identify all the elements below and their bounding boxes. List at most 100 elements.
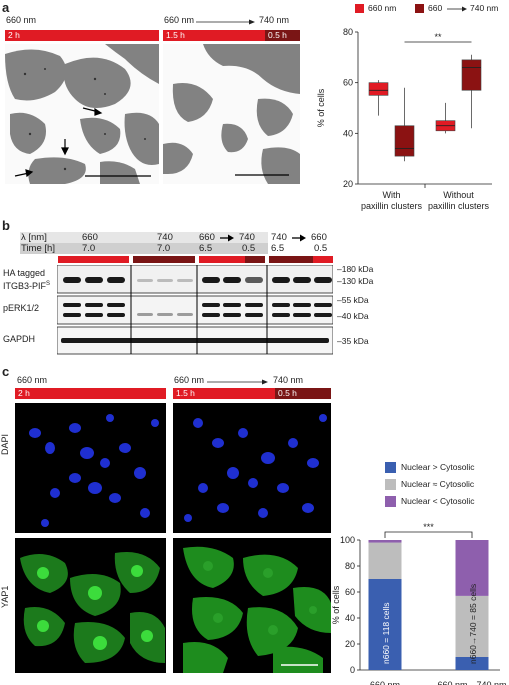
y-tick-label: 0	[350, 665, 355, 675]
panel-a-img2-title-left: 660 nm	[164, 15, 195, 25]
box	[461, 59, 482, 91]
stacked-bar-segment	[455, 595, 489, 657]
yap1-cells	[183, 546, 331, 673]
group2-lambda: 740	[157, 232, 173, 243]
y-axis-label: % of cells	[316, 88, 326, 127]
marker-130: –130 kDa	[337, 276, 374, 286]
condition-bar-660	[58, 256, 129, 263]
stacked-bar-segment	[368, 542, 402, 579]
group1-time: 7.0	[82, 243, 96, 254]
panel-b-label: b	[2, 218, 10, 233]
panel-a-img2-timebar-red: 1.5 h	[163, 30, 265, 41]
box	[394, 125, 415, 157]
group2-time: 7.0	[157, 243, 171, 254]
lambda-header: λ [nm]	[21, 232, 47, 243]
stacked-bar-segment	[455, 540, 489, 596]
itgb3-label: ITGB3-PIF	[3, 281, 47, 291]
legend-label-660-start: 660	[428, 3, 443, 13]
condition-bar-740	[133, 256, 195, 263]
group1-lambda: 660	[82, 232, 98, 243]
y-tick-label: 80	[343, 27, 353, 37]
y-tick-label: 20	[343, 179, 353, 189]
stacked-bar-segment	[368, 540, 402, 543]
panel-c-col1-timebar: 2 h	[15, 388, 166, 399]
group3-time-end: 0.5	[242, 243, 256, 254]
x-category-label: 660 nm	[370, 680, 400, 685]
panel-a-img1-title: 660 nm	[6, 15, 37, 25]
legend-swatch-nuc-eq	[385, 479, 396, 490]
time-header: Time [h]	[21, 243, 55, 254]
blot-bands	[56, 264, 334, 355]
panel-c-label: c	[2, 364, 10, 379]
y-axis-label: % of cells	[331, 585, 341, 624]
group4-time-end: 0.5	[314, 243, 328, 254]
stacked-bar-segment	[455, 657, 489, 670]
yap1-cells	[20, 552, 165, 663]
yap1-image-660	[15, 538, 166, 673]
panel-a-label: a	[2, 0, 10, 15]
panel-c-col2-timebar-dark: 0.5 h	[275, 388, 331, 399]
condition-bar-660-740-b	[245, 256, 265, 263]
legend-swatch-660-740	[415, 4, 424, 13]
row-label-yap1: YAP1	[0, 585, 10, 608]
legend-label-nuc-eq: Nuclear ≈ Cytosolic	[401, 479, 475, 489]
micrograph-cells	[163, 44, 300, 184]
panel-a-micrograph-660	[5, 44, 159, 184]
panel-c-col2-title-left: 660 nm	[174, 375, 205, 385]
y-tick-label: 60	[343, 78, 353, 88]
arrow-right-icon	[220, 234, 234, 242]
legend-swatch-nuc-lt	[385, 496, 396, 507]
row-label-ha-line1: HA tagged	[3, 268, 46, 278]
legend-swatch-660	[355, 4, 364, 13]
panel-c-col2-title-right: 740 nm	[273, 375, 304, 385]
legend-swatch-nuc-gt	[385, 462, 396, 473]
arrow-right-icon	[207, 379, 268, 385]
group4-time-start: 6.5	[271, 243, 285, 254]
n-cells-label: n660 = 118 cells	[381, 602, 391, 664]
group3-lambda-start: 660	[199, 232, 215, 243]
x-category-label: 660 nm→740 nm	[437, 680, 506, 685]
legend-label-660: 660 nm	[368, 3, 397, 13]
panel-a-micrograph-740	[163, 44, 300, 184]
panel-c-col1-title: 660 nm	[17, 375, 48, 385]
group4-lambda-end: 660	[311, 232, 327, 243]
group3-time-start: 6.5	[199, 243, 213, 254]
stacked-bar-segment	[368, 579, 402, 670]
n-cells-label: n660→740 = 85 cells	[468, 584, 478, 664]
dapi-image-660-740	[173, 403, 331, 533]
arrow-right-icon	[196, 19, 255, 25]
micrograph-cells	[5, 44, 159, 184]
row-label-ha: HA tagged ITGB3-PIFS	[3, 268, 50, 292]
condition-bar-660-740-a	[199, 256, 245, 263]
y-tick-label: 40	[345, 613, 355, 623]
significance-stars: ***	[423, 522, 434, 532]
panel-a-img2-title-right: 740 nm	[259, 15, 290, 25]
legend-label-nuc-lt: Nuclear < Cytosolic	[401, 496, 475, 506]
legend-label-nuc-gt: Nuclear > Cytosolic	[401, 462, 475, 472]
x-category-line2: paxillin clusters	[428, 201, 490, 211]
row-label-perk: pERK1/2	[3, 303, 40, 313]
row-label-gapdh: GAPDH	[3, 334, 36, 344]
itgb3-sup: S	[46, 281, 51, 287]
group3-lambda-end: 740	[239, 232, 255, 243]
group4-lambda-start: 740	[271, 232, 287, 243]
arrow-right-icon	[447, 6, 467, 12]
y-tick-label: 100	[340, 535, 355, 545]
yap1-image-660-740	[173, 538, 331, 673]
significance-bracket	[384, 531, 473, 538]
yap1-stacked-bar-chart: 0 20 40 60 80 100 % of cells 660 nm n660 = 118 c…	[331, 522, 507, 685]
y-tick-label: 60	[345, 587, 355, 597]
marker-40: –40 kDa	[337, 311, 369, 321]
x-category-line1: With	[383, 190, 401, 200]
condition-bar-740-660-a	[269, 256, 313, 263]
row-label-dapi: DAPI	[0, 433, 10, 455]
y-tick-label: 40	[343, 128, 353, 138]
x-category-line2: paxillin clusters	[361, 201, 423, 211]
legend-label-740: 740 nm	[470, 3, 499, 13]
row-label-ha-line2: ITGB3-PIFS	[3, 279, 50, 292]
y-tick-label: 20	[345, 639, 355, 649]
x-category-line1: Without	[443, 190, 474, 200]
significance-stars: **	[434, 32, 442, 42]
marker-180: –180 kDa	[337, 264, 374, 274]
